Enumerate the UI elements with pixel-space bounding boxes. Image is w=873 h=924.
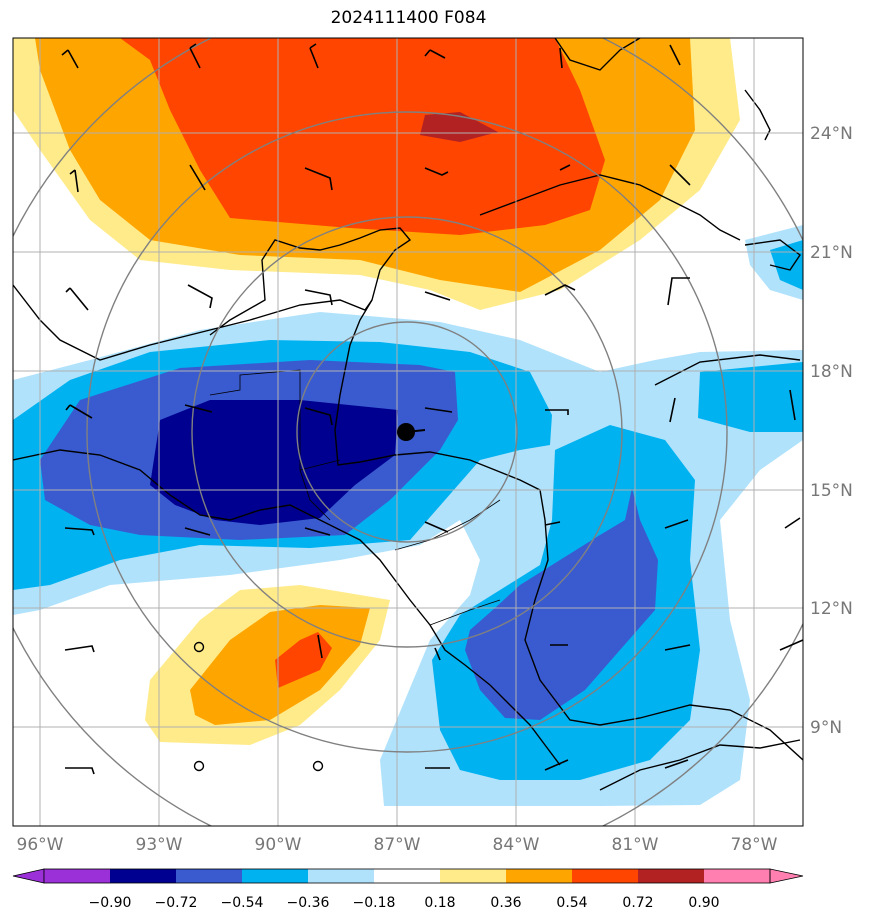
colorbar-tick-label: −0.90 [89, 895, 132, 911]
colorbar-frame [43, 868, 771, 884]
colorbar-segment [506, 869, 572, 883]
lon-label: 84°W [493, 835, 540, 855]
map-frame [12, 37, 804, 827]
lon-label: 93°W [136, 835, 183, 855]
range-rings [13, 38, 803, 826]
colorbar-tick-label: 0.36 [490, 895, 521, 911]
colorbar-segment [176, 869, 242, 883]
positive-anomaly-south [145, 585, 390, 745]
colorbar-segment [440, 869, 506, 883]
lon-label: 87°W [374, 835, 421, 855]
colorbar-min-extend [12, 868, 45, 884]
colorbar-tick-label: −0.54 [221, 895, 264, 911]
lat-label: 12°N [810, 599, 853, 619]
latitude-labels: 24°N 21°N 18°N 15°N 12°N 9°N [810, 124, 853, 738]
colorbar-tick-label: −0.18 [353, 895, 396, 911]
lon-label: 96°W [17, 835, 64, 855]
colorbar-tick-label: 0.18 [424, 895, 455, 911]
lon-label: 78°W [731, 835, 778, 855]
colorbar-segment [572, 869, 638, 883]
colorbar-segment [308, 869, 374, 883]
colorbar-segment [44, 869, 110, 883]
map-title: 2024111400 F084 [330, 8, 487, 28]
wind-barbs [61, 43, 803, 775]
lon-label: 90°W [255, 835, 302, 855]
longitude-labels: 96°W 93°W 90°W 87°W 84°W 81°W 78°W [17, 835, 778, 855]
colorbar-segment [242, 869, 308, 883]
lat-label: 9°N [810, 718, 842, 738]
map-area [13, 38, 803, 826]
lat-label: 24°N [810, 124, 853, 144]
positive-anomaly-north [13, 38, 740, 310]
colorbar-segment [638, 869, 704, 883]
colorbar-segment [704, 869, 770, 883]
lon-label: 81°W [612, 835, 659, 855]
colorbar-segment [374, 869, 440, 883]
coastlines [13, 38, 803, 791]
colorbar-tick-label: 0.72 [622, 895, 653, 911]
colorbar-segment [110, 869, 176, 883]
colorbar-tick-label: 0.54 [556, 895, 587, 911]
colorbar-tick-label: −0.72 [155, 895, 198, 911]
colorbar-max-extend [769, 868, 804, 884]
lat-label: 18°N [810, 362, 853, 382]
negative-anomaly-central [13, 312, 803, 806]
storm-center-marker [397, 423, 426, 441]
lat-label: 21°N [810, 243, 853, 263]
colorbar-tick-label: −0.36 [287, 895, 330, 911]
calm-wind-markers [193, 641, 324, 772]
colorbar: −0.90 −0.72 −0.54 −0.36 −0.18 0.18 0.36 … [12, 868, 804, 911]
lat-label: 15°N [810, 481, 853, 501]
colorbar-tick-label: 0.90 [688, 895, 719, 911]
